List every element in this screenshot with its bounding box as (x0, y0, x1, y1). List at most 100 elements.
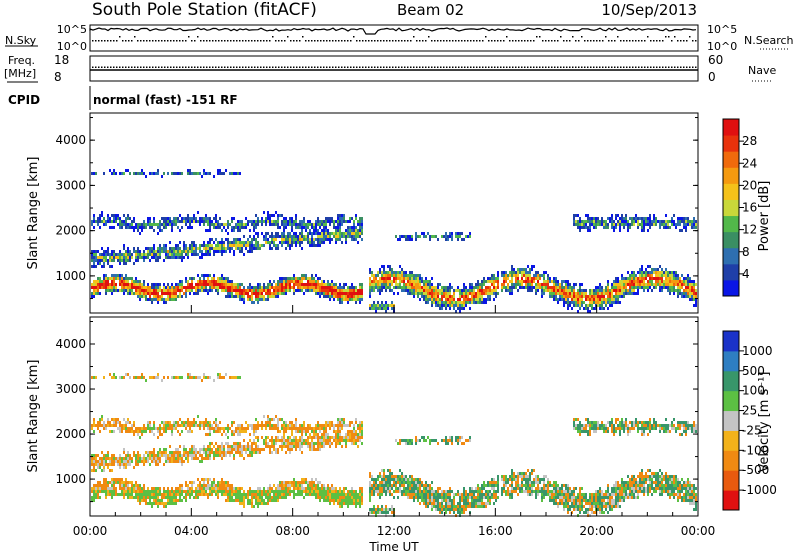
nsearch-point (134, 36, 136, 38)
power-cell (349, 295, 351, 298)
velocity-cell (277, 484, 279, 487)
velocity-cell (193, 445, 195, 448)
power-cell (411, 274, 413, 277)
power-cell (493, 298, 495, 301)
velocity-cell (189, 481, 191, 484)
power-cell (341, 289, 343, 292)
power-cell (203, 253, 205, 256)
power-cell (205, 244, 207, 247)
power-cell (633, 283, 635, 286)
nave-point (182, 66, 184, 68)
power-cell (149, 220, 151, 223)
power-cell (317, 238, 319, 241)
power-cell (323, 241, 325, 244)
velocity-cell (133, 433, 135, 436)
power-cell (587, 310, 589, 313)
nsearch-point (596, 40, 598, 42)
velocity-cell (145, 379, 147, 382)
power-cell (629, 289, 631, 292)
power-cell (323, 229, 325, 232)
power-cell (137, 247, 139, 250)
velocity-cell (229, 454, 231, 457)
velocity-cell (231, 499, 233, 502)
velocity-cell (153, 460, 155, 463)
power-cell (153, 229, 155, 232)
velocity-cell (113, 463, 115, 466)
power-cell (445, 307, 447, 310)
power-cell (225, 223, 227, 226)
power-cell (663, 220, 665, 223)
velocity-cell (257, 499, 259, 502)
velocity-cell (113, 454, 115, 457)
power-cell (159, 247, 161, 250)
power-cell (153, 172, 155, 175)
power-cell (629, 217, 631, 220)
nsearch-point (164, 40, 166, 42)
power-cell (655, 271, 657, 274)
power-cell (201, 289, 203, 292)
power-cell (619, 301, 621, 304)
velocity-cell (93, 430, 95, 433)
velocity-cell (93, 466, 95, 469)
nave-point (521, 66, 523, 68)
velocity-cell (91, 463, 93, 466)
velocity-cell (265, 436, 267, 439)
power-cell (311, 277, 313, 280)
power-cell (235, 172, 237, 175)
power-cell (341, 220, 343, 223)
power-cell (417, 289, 419, 292)
power-cell (159, 220, 161, 223)
power-cell (385, 310, 387, 313)
power-cell (657, 283, 659, 286)
power-cell (455, 301, 457, 304)
power-cell (273, 235, 275, 238)
power-cell (299, 241, 301, 244)
power-cell (133, 280, 135, 283)
power-cell (243, 298, 245, 301)
power-cell (579, 217, 581, 220)
power-cell (159, 295, 161, 298)
nsearch-point (386, 40, 388, 42)
velocity-cell (179, 376, 181, 379)
power-cell (497, 277, 499, 280)
power-cell (493, 277, 495, 280)
power-cell (517, 268, 519, 271)
velocity-cell (91, 490, 93, 493)
velocity-cell (207, 454, 209, 457)
power-cell (333, 232, 335, 235)
velocity-cell (97, 490, 99, 493)
power-cell (347, 229, 349, 232)
power-cell (147, 217, 149, 220)
power-cell (195, 292, 197, 295)
power-cell (207, 292, 209, 295)
velocity-cell (227, 442, 229, 445)
power-cell (277, 223, 279, 226)
power-cell (153, 217, 155, 220)
power-cell (411, 235, 413, 238)
power-cell (695, 226, 697, 229)
nave-point (263, 66, 265, 68)
power-cell (235, 223, 237, 226)
power-cell (303, 292, 305, 295)
power-cell (137, 172, 139, 175)
velocity-cell (103, 481, 105, 484)
power-cell (265, 289, 267, 292)
velocity-cell (271, 496, 273, 499)
power-cell (237, 172, 239, 175)
power-cell (505, 289, 507, 292)
nsearch-point (668, 36, 670, 38)
power-cell (119, 172, 121, 175)
nave-point (512, 66, 514, 68)
power-cell (143, 295, 145, 298)
power-cell (349, 298, 351, 301)
power-cell (217, 247, 219, 250)
power-cell (457, 238, 459, 241)
power-cell (107, 283, 109, 286)
power-cell (197, 253, 199, 256)
power-cell (405, 277, 407, 280)
velocity-cell (199, 427, 201, 430)
power-cell (579, 289, 581, 292)
velocity-cell (257, 451, 259, 454)
nsearch-point (542, 40, 544, 42)
power-cell (163, 250, 165, 253)
